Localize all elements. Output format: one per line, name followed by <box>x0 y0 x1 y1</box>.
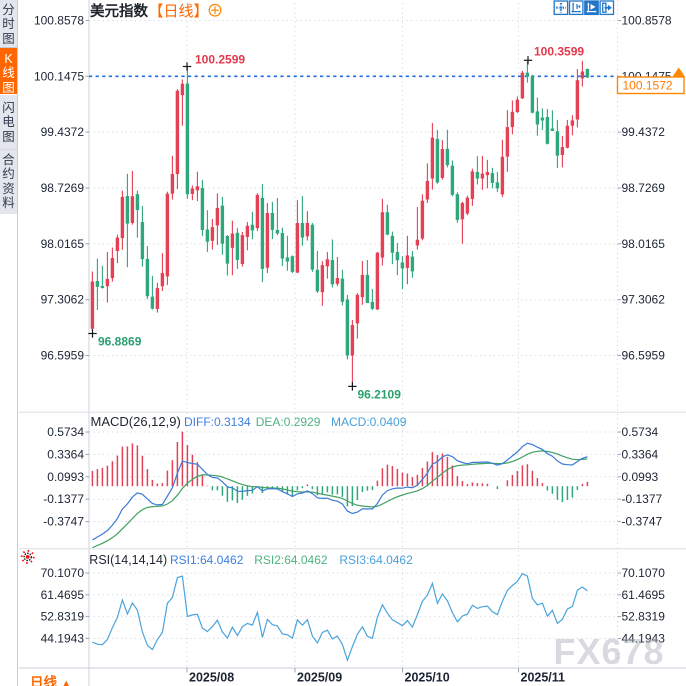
svg-text:99.4372: 99.4372 <box>41 125 85 139</box>
svg-text:100.1572: 100.1572 <box>623 79 673 93</box>
svg-text:96.5959: 96.5959 <box>41 349 85 363</box>
svg-text:0.0993: 0.0993 <box>47 470 84 484</box>
svg-text:-0.1377: -0.1377 <box>622 492 663 506</box>
svg-text:100.8578: 100.8578 <box>34 14 84 28</box>
svg-text:FX678: FX678 <box>554 631 665 672</box>
svg-text:0.3364: 0.3364 <box>622 447 659 461</box>
svg-text:RSI(14,14,14): RSI(14,14,14) <box>89 553 167 567</box>
svg-text:-0.1377: -0.1377 <box>43 492 84 506</box>
svg-text:97.3062: 97.3062 <box>622 293 666 307</box>
svg-text:44.1943: 44.1943 <box>41 631 85 645</box>
svg-text:-0.3747: -0.3747 <box>43 515 84 529</box>
svg-text:2025/10: 2025/10 <box>405 671 450 685</box>
svg-text:96.8869: 96.8869 <box>98 335 142 349</box>
svg-text:MACD(26,12,9): MACD(26,12,9) <box>91 414 181 429</box>
svg-text:0.5734: 0.5734 <box>622 425 659 439</box>
svg-text:98.7269: 98.7269 <box>41 181 85 195</box>
svg-text:MACD:0.0409: MACD:0.0409 <box>331 415 407 429</box>
svg-text:98.0165: 98.0165 <box>622 237 666 251</box>
svg-text:52.8319: 52.8319 <box>41 610 85 624</box>
svg-text:97.3062: 97.3062 <box>41 293 85 307</box>
svg-text:0.5734: 0.5734 <box>47 425 84 439</box>
svg-text:DEA:0.2929: DEA:0.2929 <box>256 415 321 429</box>
svg-text:100.8578: 100.8578 <box>622 14 672 28</box>
svg-text:100.2599: 100.2599 <box>195 53 245 67</box>
svg-text:-0.3747: -0.3747 <box>622 515 663 529</box>
svg-text:DIFF:0.3134: DIFF:0.3134 <box>184 415 251 429</box>
svg-text:70.1070: 70.1070 <box>41 566 85 580</box>
svg-text:98.7269: 98.7269 <box>622 181 666 195</box>
svg-text:96.2109: 96.2109 <box>358 388 402 402</box>
svg-text:2025/08: 2025/08 <box>189 671 234 685</box>
svg-text:100.1475: 100.1475 <box>34 69 84 83</box>
svg-text:44.1943: 44.1943 <box>622 631 666 645</box>
svg-text:99.4372: 99.4372 <box>622 125 666 139</box>
svg-text:RSI1:64.0462: RSI1:64.0462 <box>170 553 244 567</box>
svg-text:61.4695: 61.4695 <box>41 588 85 602</box>
svg-text:0.3364: 0.3364 <box>47 447 84 461</box>
svg-text:RSI3:64.0462: RSI3:64.0462 <box>339 553 413 567</box>
svg-text:96.5959: 96.5959 <box>622 349 666 363</box>
svg-text:61.4695: 61.4695 <box>622 588 666 602</box>
svg-text:98.0165: 98.0165 <box>41 237 85 251</box>
svg-text:0.0993: 0.0993 <box>622 470 659 484</box>
svg-text:2025/11: 2025/11 <box>521 671 566 685</box>
svg-text:2025/09: 2025/09 <box>297 671 342 685</box>
svg-text:70.1070: 70.1070 <box>622 566 666 580</box>
svg-text:【日线】: 【日线】 <box>149 3 209 20</box>
svg-text:美元指数: 美元指数 <box>90 2 148 20</box>
svg-text:52.8319: 52.8319 <box>622 610 666 624</box>
svg-text:RSI2:64.0462: RSI2:64.0462 <box>254 553 328 567</box>
svg-text:100.3599: 100.3599 <box>534 45 584 59</box>
